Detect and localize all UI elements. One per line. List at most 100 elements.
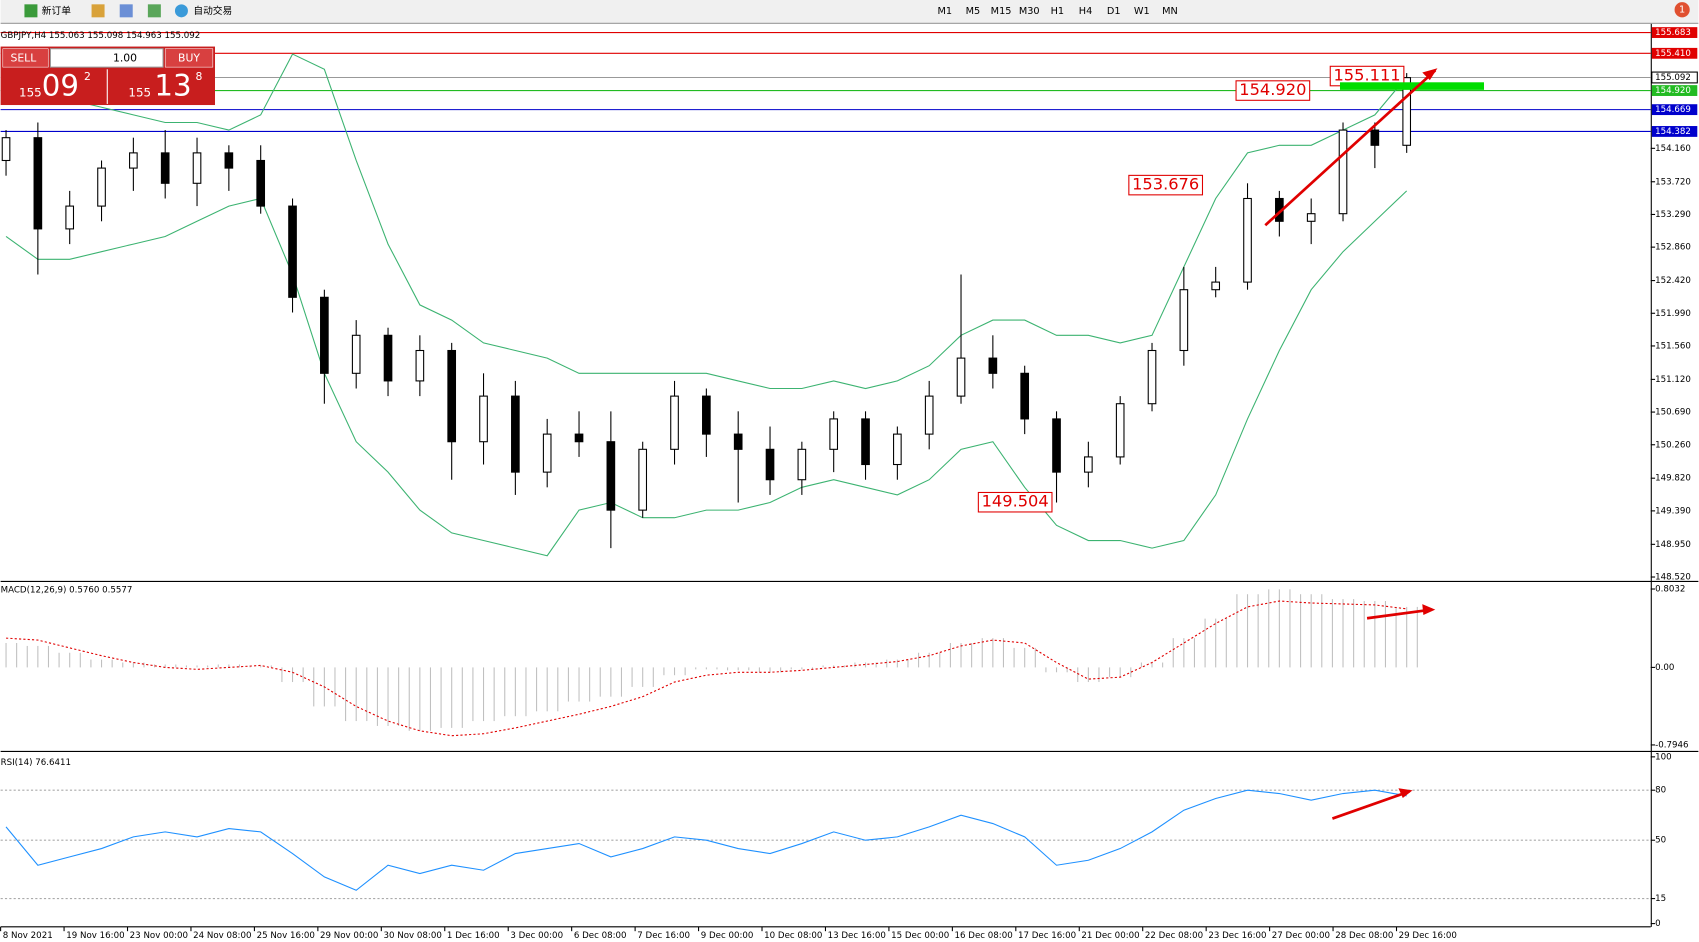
y-tick-label: 149.390	[1655, 506, 1691, 516]
y-tick-label: 152.860	[1655, 243, 1691, 253]
candle-body	[160, 152, 170, 184]
y-tick-label: 148.950	[1655, 540, 1691, 550]
buy-label[interactable]: BUY	[178, 51, 200, 64]
timeframe-button[interactable]: M5	[966, 6, 981, 17]
price-tag-label: 154.920	[1655, 86, 1691, 96]
x-tick-label: 29 Nov 00:00	[320, 931, 378, 941]
annotation-box	[977, 491, 1053, 513]
candle-body	[893, 433, 902, 466]
timeframe-button[interactable]: H1	[1051, 6, 1065, 17]
candle-body	[288, 205, 297, 298]
candle-body	[1052, 418, 1061, 473]
x-tick-label: 21 Dec 00:00	[1081, 931, 1139, 941]
y-tick-label: 154.160	[1655, 144, 1691, 154]
y-tick-label: 150.690	[1655, 408, 1691, 418]
timeframe-button[interactable]: M15	[991, 6, 1012, 17]
macd-title: MACD(12,26,9) 0.5760 0.5577	[1, 586, 133, 596]
candle-body	[65, 205, 75, 230]
timeframes: M1 M5 M15 M30 H1 H4 D1 W1 MN	[937, 6, 1177, 17]
candle-body	[1243, 197, 1252, 283]
x-tick-label: 25 Nov 16:00	[257, 931, 315, 941]
y-tick-label: 50	[1655, 836, 1666, 846]
highlight-bar	[1339, 82, 1484, 90]
candle-body	[542, 433, 552, 473]
timeframe-button[interactable]: MN	[1162, 6, 1178, 17]
auto-trading-icon[interactable]	[174, 4, 188, 18]
y-tick-label: 148.520	[1655, 573, 1691, 583]
y-tick-label: -0.7946	[1655, 740, 1688, 750]
y-tick-label: 0	[1655, 919, 1661, 929]
annotation-label: 155.111	[1333, 66, 1400, 85]
candle-body	[1147, 349, 1157, 405]
y-tick-label: 0.8032	[1655, 585, 1685, 595]
lot-value[interactable]: 1.00	[113, 51, 137, 64]
candle-body	[415, 349, 425, 382]
y-tick-label: 153.720	[1655, 177, 1691, 187]
candle-body	[988, 357, 998, 374]
candle-body	[97, 167, 106, 207]
candle-body	[129, 152, 138, 169]
toolbar-icon[interactable]	[91, 4, 105, 18]
auto-trading-button[interactable]: 自动交易	[193, 4, 232, 17]
new-order-icon[interactable]	[24, 4, 38, 18]
sell-price-big[interactable]: 155	[19, 86, 42, 100]
sell-button[interactable]	[2, 48, 49, 68]
bollinger-lower	[5, 190, 1408, 557]
candle-body	[1115, 403, 1125, 458]
buy-price-sup[interactable]: 8	[196, 70, 203, 83]
timeframe-button[interactable]: D1	[1107, 6, 1121, 17]
toolbar	[0, 0, 1699, 23]
x-tick-label: 27 Dec 00:00	[1272, 931, 1330, 941]
x-tick-label: 6 Dec 08:00	[574, 931, 627, 941]
sell-price-sup[interactable]: 2	[84, 70, 91, 83]
x-tick-label: 9 Dec 00:00	[701, 931, 754, 941]
candle-body	[606, 441, 616, 511]
new-order-button[interactable]: 新订单	[42, 4, 71, 17]
y-tick-label: 0.00	[1655, 663, 1674, 673]
candle-body	[638, 448, 648, 511]
candle-body	[383, 334, 393, 382]
candle-body	[702, 395, 711, 435]
timeframe-button[interactable]: H4	[1079, 6, 1093, 17]
sell-label[interactable]: SELL	[10, 51, 36, 64]
alert-badge[interactable]	[1674, 2, 1690, 18]
y-tick-label: 149.820	[1655, 474, 1691, 484]
candle-body	[670, 395, 679, 450]
x-tick-label: 23 Dec 16:00	[1208, 931, 1266, 941]
price-tag	[1651, 126, 1698, 137]
annotation-box	[1128, 174, 1204, 196]
annotation-label: 149.504	[982, 492, 1049, 511]
price-tag-label: 155.092	[1655, 73, 1691, 83]
candle-body	[1211, 281, 1221, 291]
candle-body	[861, 418, 870, 466]
x-tick-label: 28 Dec 08:00	[1335, 931, 1393, 941]
candle-body	[956, 357, 966, 397]
y-tick-label: 100	[1655, 752, 1672, 762]
price-panel: 148.520 148.950 149.390 149.820 150.260 150.6…	[0, 27, 1698, 583]
candle-body	[1, 137, 11, 162]
rsi-panel: 0 15 50 80 100	[0, 752, 1672, 929]
buy-button[interactable]	[164, 48, 214, 68]
sell-price-main[interactable]: 09	[42, 69, 79, 103]
x-tick-label: 3 Dec 00:00	[510, 931, 563, 941]
price-tag	[1651, 47, 1698, 59]
candle-body	[1402, 77, 1412, 146]
toolbar-icon[interactable]	[147, 4, 161, 18]
candle-body	[733, 433, 743, 450]
buy-price-main[interactable]: 13	[154, 69, 191, 103]
buy-price-big[interactable]: 155	[128, 86, 151, 100]
lot-input[interactable]	[49, 48, 164, 68]
toolbar-icon[interactable]	[119, 4, 133, 18]
candle-body	[1179, 289, 1189, 352]
timeframe-button[interactable]: M30	[1019, 6, 1040, 17]
candle-body	[1084, 456, 1093, 473]
chart-title: GBPJPY,H4 155.063 155.098 154.963 155.09…	[1, 31, 201, 41]
x-tick-label: 19 Nov 16:00	[66, 931, 124, 941]
x-tick-label: 8 Nov 2021	[3, 931, 53, 941]
candle-body	[224, 152, 234, 169]
timeframe-button[interactable]: M1	[937, 6, 952, 17]
candle-body	[447, 349, 457, 443]
candle-body	[192, 152, 202, 184]
timeframe-button[interactable]: W1	[1134, 6, 1150, 17]
